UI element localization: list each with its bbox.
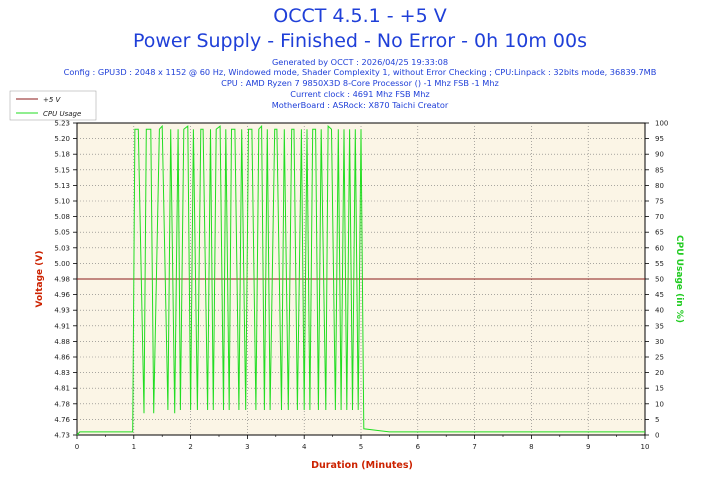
- y2-tick-label: 50: [655, 276, 664, 284]
- info-generated: Generated by OCCT : 2026/04/25 19:33:08: [271, 57, 449, 67]
- y2-tick-label: 35: [655, 322, 664, 330]
- y-tick-label: 5.20: [54, 135, 70, 143]
- y-tick-label: 4.73: [54, 432, 70, 440]
- legend-label-voltage: +5 V: [43, 96, 62, 104]
- y2-tick-label: 90: [655, 151, 664, 159]
- y2-tick-label: 85: [655, 166, 664, 174]
- y-tick-label: 4.91: [54, 322, 70, 330]
- x-tick-label: 7: [472, 443, 476, 451]
- axis-ticks: 0 1 2 3 4 5 6 7 8 9 104.734.764.784.814.834.864.88…: [54, 120, 668, 452]
- legend: +5 V CPU Usage: [9, 90, 97, 121]
- cpu-usage-series-line: [76, 124, 645, 436]
- x-tick-label: 3: [245, 443, 249, 451]
- y-tick-label: 5.05: [54, 229, 70, 237]
- x-tick-label: 6: [416, 443, 421, 451]
- x-tick-label: 5: [359, 443, 363, 451]
- y2-tick-label: 80: [655, 182, 664, 190]
- y-tick-label: 5.18: [54, 151, 70, 159]
- y2-tick-label: 95: [655, 135, 664, 143]
- x-tick-label: 10: [641, 443, 650, 451]
- y2-tick-label: 55: [655, 260, 664, 268]
- y-tick-label: 4.76: [54, 416, 70, 424]
- x-tick-label: 0: [75, 443, 79, 451]
- info-motherboard: MotherBoard : ASRock: X870 Taichi Creato…: [271, 100, 449, 110]
- x-tick-label: 8: [529, 443, 533, 451]
- y-axis-label: Voltage (V): [35, 251, 45, 308]
- chart-subtitle: Power Supply - Finished - No Error - 0h …: [132, 30, 588, 52]
- y-tick-label: 5.03: [54, 244, 70, 252]
- y2-tick-label: 45: [655, 291, 664, 299]
- series-layer: [76, 124, 645, 436]
- y2-tick-label: 10: [655, 400, 664, 408]
- y2-tick-label: 15: [655, 385, 664, 393]
- y2-tick-label: 0: [655, 432, 659, 440]
- y-tick-label: 5.23: [54, 120, 70, 128]
- y2-tick-label: 30: [655, 338, 664, 346]
- y2-tick-label: 60: [655, 244, 664, 252]
- y2-tick-label: 70: [655, 213, 664, 221]
- y2-tick-label: 75: [655, 198, 664, 206]
- y2-tick-label: 100: [655, 120, 668, 128]
- y2-tick-label: 25: [655, 354, 664, 362]
- x-tick-label: 4: [302, 443, 307, 451]
- y2-tick-label: 5: [655, 416, 659, 424]
- y-tick-label: 5.10: [54, 198, 70, 206]
- y-tick-label: 5.13: [54, 182, 70, 190]
- y-tick-label: 4.98: [54, 276, 70, 284]
- x-tick-label: 2: [188, 443, 192, 451]
- y-tick-label: 5.00: [54, 260, 70, 268]
- x-tick-label: 9: [586, 443, 590, 451]
- info-clock: Current clock : 4691 Mhz FSB Mhz: [290, 89, 430, 99]
- x-axis-label: Duration (Minutes): [311, 460, 413, 471]
- y-tick-label: 4.81: [54, 385, 70, 393]
- y2-tick-label: 20: [655, 369, 664, 377]
- legend-label-cpu: CPU Usage: [43, 110, 81, 118]
- x-tick-label: 1: [132, 443, 136, 451]
- y-tick-label: 4.93: [54, 307, 70, 315]
- y2-tick-label: 40: [655, 307, 664, 315]
- info-cpu: CPU : AMD Ryzen 7 9850X3D 8-Core Process…: [221, 78, 499, 88]
- y-tick-label: 5.08: [54, 213, 70, 221]
- y-tick-label: 4.86: [54, 354, 70, 362]
- y-tick-label: 4.83: [54, 369, 70, 377]
- y2-axis-label: CPU Usage (in %): [674, 235, 684, 323]
- y-tick-label: 4.96: [54, 291, 70, 299]
- y-tick-label: 5.15: [54, 166, 70, 174]
- y2-tick-label: 65: [655, 229, 664, 237]
- chart-title: OCCT 4.5.1 - +5 V: [273, 5, 447, 27]
- info-config: Config : GPU3D : 2048 x 1152 @ 60 Hz, Wi…: [63, 67, 657, 77]
- y-tick-label: 4.88: [54, 338, 70, 346]
- y-tick-label: 4.78: [54, 400, 70, 408]
